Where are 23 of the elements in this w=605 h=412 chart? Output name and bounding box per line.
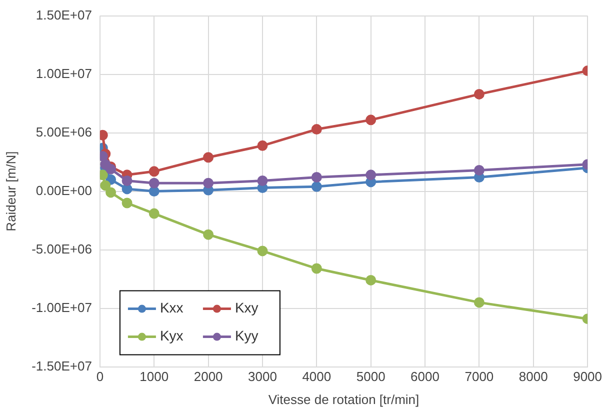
x-tick-label: 4000 (302, 369, 332, 384)
legend-label: Kyx (160, 328, 184, 344)
y-axis-title: Raideur [m/N] (3, 151, 18, 232)
x-tick-label: 1000 (140, 369, 169, 384)
y-tick-label: 5.00E+06 (36, 124, 92, 140)
x-tick-label: 7000 (464, 369, 494, 384)
y-tick-label: -1.50E+07 (32, 358, 92, 374)
x-tick-label: 5000 (356, 369, 386, 384)
legend-label: Kyy (234, 328, 258, 344)
y-tick-label: 0.00E+00 (36, 182, 92, 198)
legend-label: Kxy (234, 300, 258, 316)
x-tick-label: 2000 (194, 369, 223, 384)
y-tick-label: -1.00E+07 (32, 300, 92, 315)
y-tick-label: 1.50E+07 (36, 7, 92, 22)
y-tick-label: -5.00E+06 (32, 241, 92, 256)
x-tick-label: 9000 (573, 369, 602, 384)
x-axis-title: Vitesse de rotation [tr/min] (268, 392, 420, 407)
y-tick-label: 1.00E+07 (36, 66, 92, 81)
x-tick-label: 8000 (518, 369, 548, 384)
x-tick-label: 6000 (410, 369, 440, 384)
x-tick-label: 3000 (248, 369, 277, 384)
x-tick-label: 0 (96, 369, 104, 384)
legend-label: Kxx (160, 300, 184, 316)
